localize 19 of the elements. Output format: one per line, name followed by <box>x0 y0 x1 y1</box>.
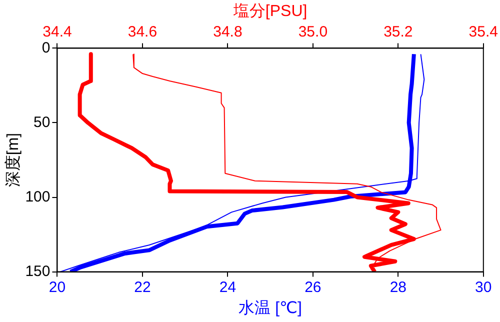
x-axis-title: 水温 [℃] <box>238 298 302 317</box>
x-tick-label: 26 <box>304 278 322 296</box>
y-axis-title: 深度[m] <box>4 132 22 188</box>
y-tick-label: 0 <box>42 39 50 56</box>
x-tick-label: 28 <box>390 278 407 296</box>
y-tick-label: 100 <box>25 188 50 206</box>
x2-tick-label: 34.4 <box>42 23 72 40</box>
x-tick-label: 24 <box>219 278 236 296</box>
x2-tick-label: 35.4 <box>468 23 498 40</box>
y-tick-label: 50 <box>34 114 50 131</box>
x2-tick-label: 35.2 <box>384 23 413 40</box>
x-tick-label: 30 <box>475 278 492 296</box>
x-tick-label: 22 <box>134 278 151 296</box>
x2-tick-label: 34.8 <box>213 23 242 40</box>
y-tick-label: 150 <box>25 262 50 280</box>
x-tick-label: 20 <box>48 278 66 296</box>
x2-tick-label: 34.6 <box>128 23 158 40</box>
x2-axis-title: 塩分[PSU] <box>232 3 308 20</box>
x2-tick-label: 35.0 <box>298 23 328 40</box>
